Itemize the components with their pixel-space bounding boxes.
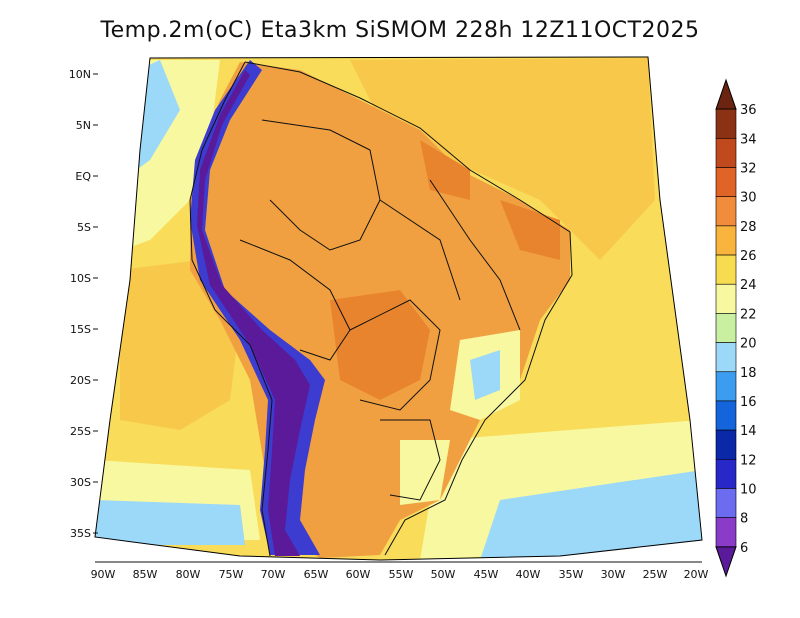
lat-label-5s: 5S [77, 221, 91, 234]
colorbar-label: 12 [740, 453, 757, 468]
lat-label-10s: 10S [70, 272, 91, 285]
colorbar-swatch [715, 167, 737, 198]
colorbar-label: 32 [740, 162, 757, 177]
boundaries [189, 61, 573, 557]
latitude-axis: 10N 5N EQ 5S 10S 15S 20S 25S 30S 35S [69, 68, 98, 540]
lon-label-30w: 30W [601, 568, 626, 581]
lon-label-75w: 75W [219, 568, 244, 581]
lat-label-25s: 25S [70, 425, 91, 438]
longitude-axis: 90W 85W 80W 75W 70W 65W 60W 55W 50W 45W … [91, 561, 709, 581]
lon-label-85w: 85W [133, 568, 158, 581]
map-frame [94, 56, 703, 561]
lon-label-80w: 80W [176, 568, 201, 581]
colorbar: 6 8 10 12 14 16 18 20 22 24 26 28 30 32 34 36 [715, 78, 757, 578]
colorbar-top-arrow [715, 78, 737, 110]
map-title: Temp.2m(oC) Eta3km SiSMOM 228h 12Z11OCT2… [100, 18, 700, 43]
lat-label-15s: 15S [70, 323, 91, 336]
colorbar-swatch [715, 429, 737, 460]
colorbar-label: 28 [740, 220, 757, 235]
colorbar-label: 22 [740, 307, 757, 322]
colorbar-swatch [715, 283, 737, 314]
colorbar-label: 14 [740, 424, 757, 439]
colorbar-label: 18 [740, 366, 757, 381]
lon-label-40w: 40W [516, 568, 541, 581]
colorbar-swatch [715, 108, 737, 139]
colorbar-label: 6 [740, 541, 748, 556]
lon-label-35w: 35W [559, 568, 584, 581]
colorbar-label: 30 [740, 191, 757, 206]
lon-label-50w: 50W [431, 568, 456, 581]
colorbar-swatch [715, 458, 737, 489]
lat-label-10n: 10N [69, 68, 91, 81]
temperature-field [95, 57, 702, 560]
colorbar-swatch [715, 400, 737, 431]
colorbar-label: 26 [740, 249, 757, 264]
lat-label-eq: EQ [75, 170, 91, 183]
lon-label-60w: 60W [346, 568, 371, 581]
colorbar-label: 10 [740, 482, 757, 497]
lat-label-20s: 20S [70, 374, 91, 387]
lon-label-70w: 70W [261, 568, 286, 581]
lat-label-5n: 5N [76, 119, 91, 132]
colorbar-swatch [715, 196, 737, 227]
colorbar-swatch [715, 225, 737, 256]
colorbar-swatch [715, 488, 737, 518]
colorbar-label: 24 [740, 278, 757, 293]
lon-label-45w: 45W [474, 568, 499, 581]
colorbar-bottom-arrow [715, 546, 737, 578]
lat-label-30s: 30S [70, 476, 91, 489]
colorbar-swatch [715, 138, 737, 168]
lon-label-90w: 90W [91, 568, 116, 581]
colorbar-label: 20 [740, 337, 757, 352]
colorbar-swatch [715, 371, 737, 402]
lat-label-35s: 35S [70, 527, 91, 540]
lon-label-65w: 65W [304, 568, 329, 581]
colorbar-swatch [715, 254, 737, 285]
lon-label-25w: 25W [643, 568, 668, 581]
lon-label-55w: 55W [389, 568, 414, 581]
colorbar-swatch [715, 342, 737, 373]
colorbar-label: 36 [740, 103, 757, 118]
lon-label-20w: 20W [684, 568, 709, 581]
colorbar-swatch [715, 517, 737, 548]
colorbar-label: 16 [740, 395, 757, 410]
colorbar-swatch [715, 313, 737, 343]
colorbar-label: 8 [740, 512, 748, 527]
colorbar-label: 34 [740, 132, 757, 147]
